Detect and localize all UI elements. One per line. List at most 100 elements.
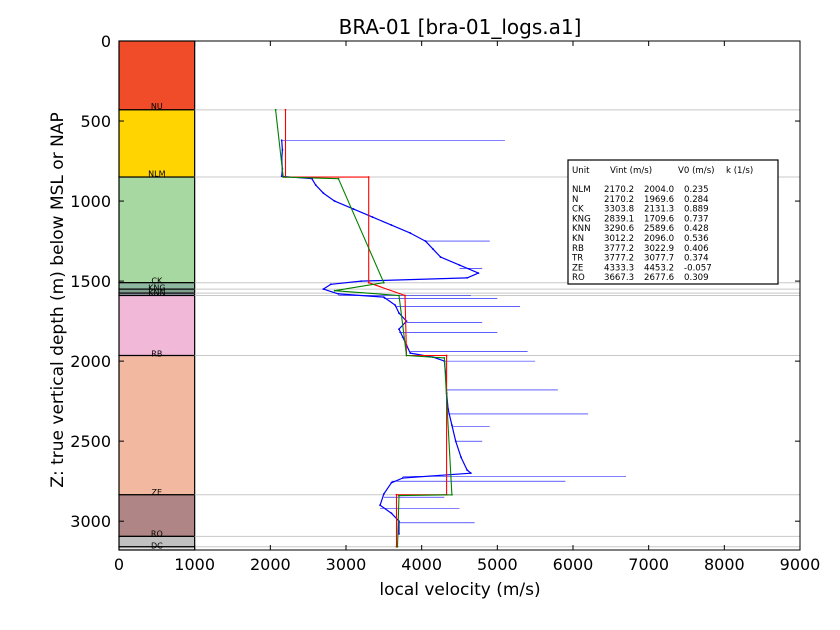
y-tick-label-5: 2500	[70, 432, 111, 451]
series-2-point-6	[405, 354, 408, 357]
legend-cell-5-2: 2096.0	[644, 234, 674, 244]
x-tick-label-8: 8000	[704, 555, 745, 574]
y-axis-label: Z: true vertical depth (m) below MSL or …	[48, 112, 68, 487]
series-0-point-12	[409, 232, 412, 234]
series-2-point-5	[398, 294, 400, 297]
strat-label-ck: CK	[151, 276, 163, 285]
series-2-point-1	[282, 176, 285, 178]
legend-cell-8-0: ZE	[572, 263, 583, 273]
x-tick-label-1: 1000	[174, 555, 215, 574]
strat-label-ze: ZE	[152, 488, 163, 497]
strat-unit-nu	[118, 109, 196, 178]
series-2-point-0	[274, 108, 277, 111]
legend-cell-4-2: 2589.6	[644, 224, 674, 234]
series-0-point-27	[398, 328, 400, 331]
legend-cell-2-3: 0.889	[684, 205, 709, 215]
series-0-point-6	[314, 184, 317, 186]
legend-cell-9-2: 2677.6	[644, 273, 674, 283]
series-1-point-4	[404, 294, 406, 297]
series-0-point-36	[451, 424, 453, 427]
legend-cell-2-1: 3303.8	[604, 205, 634, 215]
strat-unit-unnamed-0	[118, 40, 196, 111]
strat-label-knn: KNN	[148, 288, 165, 297]
legend-cell-8-3: -0.057	[684, 263, 712, 273]
series-1-point-8	[395, 493, 398, 496]
x-tick-label-3: 3000	[326, 555, 367, 574]
series-0-point-7	[322, 192, 325, 194]
y-tick-label-2: 1000	[70, 192, 111, 211]
series-2-point-7	[443, 357, 446, 359]
series-0-point-19	[360, 280, 363, 282]
legend-cell-7-2: 3077.7	[644, 254, 674, 264]
legend-cell-3-2: 1709.6	[644, 214, 674, 224]
series-0-point-14	[432, 248, 434, 250]
legend-cell-9-3: 0.309	[684, 273, 709, 283]
series-0-point-30	[409, 352, 412, 355]
plot-frame	[118, 40, 801, 551]
series-1-point-0	[284, 108, 287, 111]
series-0-point-28	[401, 336, 404, 339]
series-2-point-2	[337, 177, 340, 180]
x-tick-label-9: 9000	[780, 555, 821, 574]
series-0-point-39	[466, 469, 468, 471]
legend-cell-3-3: 0.737	[684, 214, 709, 224]
legend-header-3: k (1/s)	[726, 166, 753, 176]
series-0-point-8	[333, 200, 336, 202]
series-0-point-45	[390, 512, 393, 515]
series-0-point-23	[382, 296, 385, 299]
series-0-point-16	[458, 264, 461, 266]
legend-cell-7-3: 0.374	[684, 254, 709, 264]
velocity-table-legend: Unit Vint (m/s) V0 (m/s) k (1/s) NLM 2170.2 20…	[567, 159, 779, 285]
legend-cell-6-3: 0.406	[684, 244, 709, 254]
strat-label-ro: RO	[151, 529, 163, 538]
y-tick-label-0: 0	[101, 32, 111, 51]
strat-label-nu: NU	[151, 102, 163, 111]
chart-title: BRA-01 [bra-01_logs.a1]	[339, 15, 582, 39]
legend-cell-8-2: 4453.2	[644, 263, 674, 273]
legend-cell-3-0: KNG	[572, 214, 591, 224]
x-tick-label-4: 4000	[401, 555, 442, 574]
y-tick-label-6: 3000	[70, 512, 111, 531]
strat-label-nlm: NLM	[148, 169, 165, 178]
legend-cell-2-2: 2131.3	[644, 205, 674, 215]
axis-ticks: 0 1000 2000 3000 4000 5000 6000 7000 8000 9000 0 50…	[70, 32, 820, 574]
series-2-point-4	[333, 289, 336, 292]
legend-cell-5-1: 3012.2	[604, 234, 634, 244]
x-tick-label-7: 7000	[628, 555, 669, 574]
legend-cell-1-0: N	[572, 195, 578, 205]
series-2-point-10	[396, 545, 399, 548]
series-0-point-10	[371, 216, 374, 218]
series-0-point-21	[322, 288, 325, 290]
legend-box	[567, 159, 779, 285]
legend-cell-2-0: CK	[572, 205, 584, 215]
series-0-point-9	[352, 208, 355, 210]
series-0-point-15	[439, 256, 442, 258]
legend-cell-1-2: 1969.6	[644, 195, 674, 205]
legend-header-2: V0 (m/s)	[678, 166, 715, 176]
strat-unit-nlm	[118, 176, 196, 284]
legend-cell-1-3: 0.284	[684, 195, 709, 205]
legend-cell-3-1: 2839.1	[604, 214, 634, 224]
legend-cell-5-3: 0.536	[684, 234, 709, 244]
legend-cell-6-1: 3777.2	[604, 244, 634, 254]
series-0-point-44	[379, 504, 381, 507]
strat-label-dc: DC	[151, 541, 163, 550]
strat-unit-unnamed-6	[118, 294, 196, 357]
legend-cell-4-3: 0.428	[684, 224, 709, 234]
series-2-point-8	[451, 493, 453, 496]
legend-cell-8-1: 4333.3	[604, 263, 634, 273]
legend-cell-4-0: KNN	[572, 224, 591, 234]
series-2-point-9	[398, 494, 400, 497]
strat-label-rb: RB	[151, 349, 162, 358]
series-0-point-42	[390, 481, 393, 484]
legend-cell-0-0: NLM	[572, 185, 591, 195]
series-0-point-1	[281, 148, 284, 151]
x-axis-label: local velocity (m/s)	[379, 580, 540, 600]
series-0-point-11	[390, 224, 393, 226]
series-0-point-17	[477, 272, 480, 274]
legend-cell-4-1: 3290.6	[604, 224, 634, 234]
legend-cell-7-0: TR	[571, 254, 583, 264]
legend-cell-0-2: 2004.0	[644, 185, 674, 195]
